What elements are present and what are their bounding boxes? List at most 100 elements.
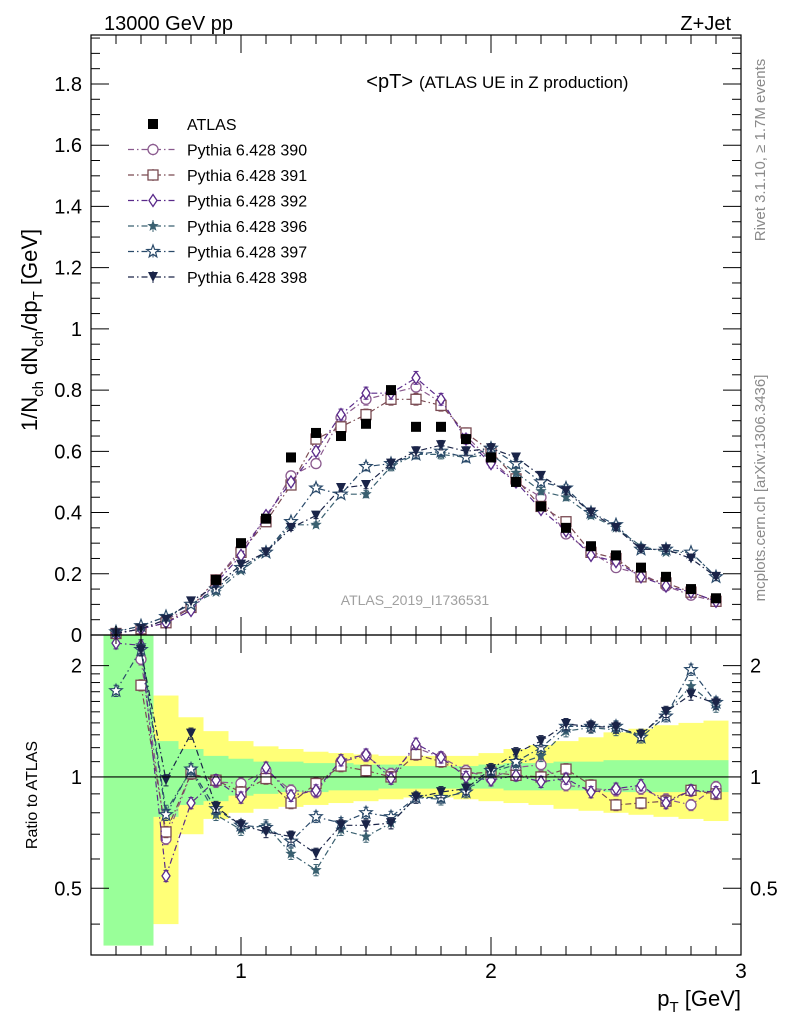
main-point (286, 522, 296, 533)
ratio-point (336, 820, 346, 831)
plot-subtitle: (ATLAS UE in Z production) (419, 73, 628, 92)
legend-marker (148, 193, 158, 208)
ratio-point (261, 826, 271, 837)
ratio-point (410, 748, 422, 761)
ratio-point (636, 778, 646, 793)
main-point (358, 458, 374, 474)
main-y-tick-label: 0.6 (54, 441, 82, 463)
ratio-point (536, 774, 546, 790)
ratio-point (436, 787, 446, 798)
ratio-point (236, 820, 246, 831)
main-point (261, 547, 271, 558)
ratio-point (260, 772, 272, 785)
atlas-data-point (686, 584, 696, 595)
main-point (336, 483, 346, 494)
ratio-point (358, 804, 374, 820)
legend-marker (147, 169, 159, 181)
main-point (186, 596, 196, 607)
atlas-data-point (361, 418, 371, 429)
atlas-data-point (486, 452, 496, 463)
main-point (335, 421, 347, 433)
legend-marker (148, 119, 158, 129)
main-point (411, 370, 421, 386)
ratio-point (286, 788, 296, 803)
legend-label: Pythia 6.428 391 (187, 168, 307, 185)
legend-label: Pythia 6.428 398 (187, 270, 307, 287)
ratio-point (336, 753, 346, 768)
main-point (586, 548, 596, 563)
main-point (286, 474, 296, 490)
ratio-point (586, 721, 596, 732)
main-point (336, 407, 346, 422)
ratio-point (586, 784, 596, 800)
atlas-data-point (311, 427, 321, 438)
legend-marker (145, 243, 161, 259)
legend-marker (148, 272, 158, 282)
main-y-tick-label: 1.4 (54, 196, 82, 218)
ratio-point (535, 749, 547, 761)
ratio-y-tick-label: 2 (71, 656, 82, 678)
main-point (536, 470, 546, 481)
atlas-data-point (511, 476, 521, 487)
ratio-point (610, 799, 622, 811)
ratio-point (161, 868, 171, 884)
ratio-point (360, 830, 372, 842)
ratio-point (360, 764, 372, 777)
main-y-tick-label: 1.8 (54, 74, 82, 96)
ratio-point (686, 689, 696, 700)
main-y-axis-label: 1/Nch dNch/dpT [GeV] (17, 229, 47, 431)
legend-label: ATLAS (187, 117, 237, 134)
ratio-y-tick-label-right: 1 (750, 767, 761, 789)
main-y-tick-label: 0.8 (54, 380, 82, 402)
main-point (535, 485, 547, 496)
ratio-point (286, 831, 296, 842)
legend: ATLAS Pythia 6.428 390 Pythia 6.428 391 Pyt… (128, 117, 307, 287)
ratio-point (611, 781, 621, 796)
main-y-tick-label: 0 (71, 625, 82, 647)
main-point (386, 458, 396, 469)
atlas-data-point (711, 593, 721, 604)
legend-label: Pythia 6.428 390 (187, 143, 307, 160)
ratio-point (461, 783, 471, 794)
x-axis-label: pT [GeV] (657, 986, 741, 1016)
ratio-point (536, 736, 546, 747)
main-point (310, 518, 322, 530)
main-point (458, 449, 474, 465)
x-tick-label: 3 (735, 960, 747, 983)
header-left-label: 13000 GeV pp (104, 13, 233, 35)
legend-marker (147, 143, 159, 156)
main-point (436, 440, 446, 451)
atlas-data-point (261, 513, 271, 524)
main-point (686, 553, 696, 564)
main-point (486, 443, 496, 454)
main-point (161, 614, 171, 625)
ratio-point (211, 801, 221, 812)
main-point (311, 510, 321, 521)
ratio-y-tick-label-right: 2 (750, 656, 761, 678)
axes-layer: 1 2 3 0 0.2 0.4 0.6 0.8 1 1.2 1.4 1.6 1.8 0.5 0.5 1 1 2 2 (54, 34, 778, 983)
rivet-label: Rivet 3.1.10, ≥ 1.7M events (752, 59, 769, 242)
ratio-point (711, 784, 721, 800)
inner-band-bin (653, 760, 679, 793)
main-point (311, 444, 321, 459)
main-y-tick-label: 1.2 (54, 258, 82, 280)
ratio-point (361, 747, 371, 762)
main-y-tick-label: 1 (71, 319, 82, 341)
ratio-point (635, 797, 647, 809)
ratio-point (186, 795, 196, 811)
main-y-tick-label: 0.2 (54, 564, 82, 586)
main-point (308, 479, 324, 495)
main-y-tick-label: 0.4 (54, 503, 82, 525)
ratio-point (135, 679, 147, 691)
atlas-data-point (386, 385, 396, 396)
ratio-y-axis-label: Ratio to ATLAS (24, 741, 41, 849)
ratio-point (685, 799, 697, 811)
main-y-tick-label: 1.6 (54, 135, 82, 157)
main-point (236, 559, 246, 570)
ratio-point (308, 808, 324, 824)
ratio-point (386, 818, 396, 829)
atlas-data-point (236, 538, 246, 549)
ratio-y-tick-label-right: 0.5 (750, 878, 778, 900)
atlas-data-point (636, 562, 646, 573)
ratio-point (685, 680, 697, 691)
